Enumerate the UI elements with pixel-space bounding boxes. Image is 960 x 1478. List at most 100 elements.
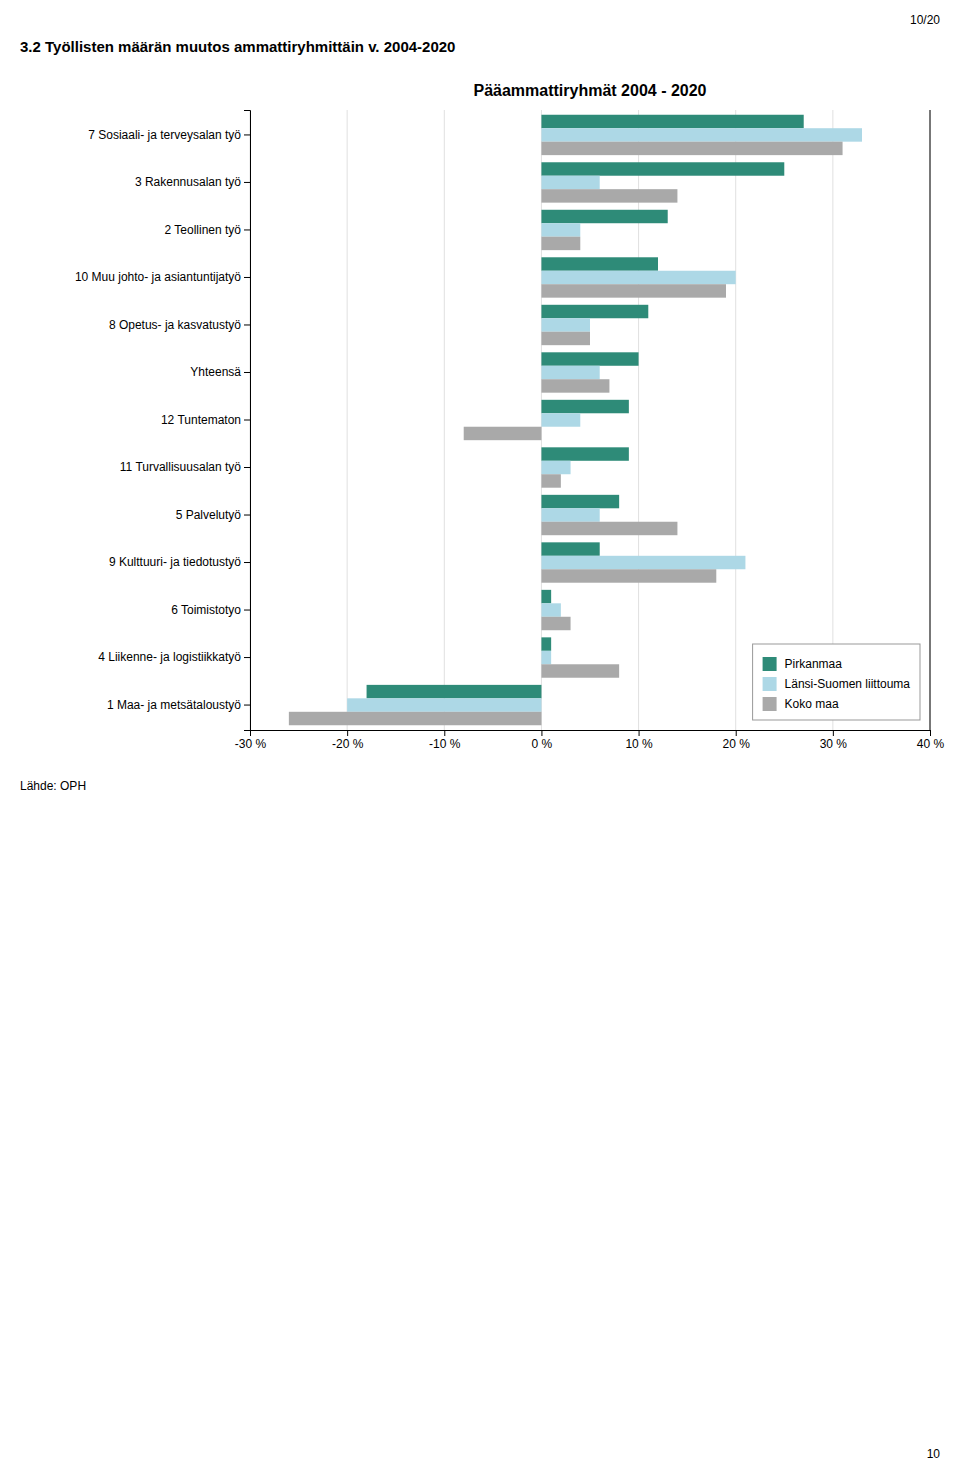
y-tick: 1 Maa- ja metsätaloustyö [107, 698, 250, 712]
x-tick-label: 30 % [820, 737, 848, 751]
x-tick-mark [347, 730, 348, 736]
y-tick-label: 8 Opetus- ja kasvatustyö [109, 318, 241, 332]
x-tick-mark [930, 730, 931, 736]
bar [541, 318, 590, 331]
y-tick-mark [244, 324, 250, 325]
grid-line [444, 110, 445, 730]
x-tick-label: 10 % [625, 737, 653, 751]
bar [541, 352, 638, 365]
bar [541, 495, 619, 508]
bar [541, 223, 580, 236]
bar [541, 556, 745, 569]
grid-line [930, 110, 931, 730]
y-tick: 7 Sosiaali- ja terveysalan työ [88, 128, 250, 142]
bar [541, 413, 580, 426]
legend-swatch [763, 697, 777, 711]
x-tick-mark [541, 730, 542, 736]
bar [541, 590, 551, 603]
bar [541, 189, 677, 202]
bar [541, 651, 551, 664]
chart-title: Pääammattiryhmät 2004 - 2020 [473, 82, 706, 99]
x-tick-mark [736, 730, 737, 736]
x-tick: 40 % [917, 730, 945, 751]
y-tick-mark [244, 420, 250, 421]
bar [541, 569, 716, 582]
bar [541, 284, 726, 297]
y-tick: 5 Palvelutyö [176, 508, 250, 522]
y-tick: Yhteensä [190, 365, 250, 379]
bar [541, 176, 599, 189]
bar [541, 508, 599, 521]
page-footer: 10 [927, 1447, 941, 1461]
y-tick-label: 3 Rakennusalan työ [135, 175, 241, 189]
page: 10/203.2 Työllisten määrän muutos ammatt… [0, 0, 960, 1478]
x-axis: -30 %-20 %-10 %0 %10 %20 %30 %40 % [235, 730, 945, 751]
page-number: 10/20 [910, 13, 940, 27]
y-tick-mark [244, 562, 250, 563]
legend: Pirkanmaa Länsi-Suomen liittouma Koko maa [753, 644, 920, 720]
y-tick-label: 2 Teollinen työ [165, 223, 242, 237]
bar [289, 712, 542, 725]
bar-series [347, 128, 862, 712]
y-tick: 11 Turvallisuusalan työ [120, 460, 250, 474]
y-tick: 9 Kulttuuri- ja tiedotustyö [109, 555, 250, 569]
bars [289, 115, 862, 725]
x-axis-line [251, 731, 931, 737]
y-tick: 12 Tuntematon [161, 413, 250, 427]
bar [541, 142, 842, 155]
bar [541, 474, 560, 487]
bar [541, 461, 570, 474]
bar [541, 305, 648, 318]
bar [541, 115, 803, 128]
bar [347, 698, 541, 711]
bar [541, 400, 628, 413]
x-tick-mark [444, 730, 445, 736]
x-tick: 30 % [820, 730, 848, 751]
y-tick-mark [244, 467, 250, 468]
bar [541, 237, 580, 250]
y-tick-mark [244, 515, 250, 516]
y-tick: 2 Teollinen työ [165, 223, 251, 237]
x-tick-label: 20 % [723, 737, 751, 751]
bar [541, 210, 667, 223]
x-tick: -20 % [332, 730, 364, 751]
y-axis-line [244, 111, 251, 731]
x-tick: 20 % [723, 730, 751, 751]
bar [541, 603, 560, 616]
legend-label: Pirkanmaa [785, 657, 843, 671]
y-tick: 10 Muu johto- ja asiantuntijatyö [75, 270, 250, 284]
bar [541, 617, 570, 630]
grid-line [832, 110, 833, 730]
bar [464, 427, 542, 440]
bar [541, 128, 862, 141]
bar [541, 637, 551, 650]
bar [541, 522, 677, 535]
bar [541, 257, 658, 270]
x-tick: 10 % [625, 730, 653, 751]
bar [541, 332, 590, 345]
y-tick: 4 Liikenne- ja logistiikkatyö [98, 650, 250, 664]
y-tick-mark [244, 277, 250, 278]
y-tick-label: 10 Muu johto- ja asiantuntijatyö [75, 270, 241, 284]
x-tick: -10 % [429, 730, 461, 751]
grid-line [735, 110, 736, 730]
bar [541, 542, 599, 555]
x-tick-label: -30 % [235, 737, 267, 751]
bar [367, 685, 542, 698]
legend-swatch [763, 677, 777, 691]
y-tick-mark [244, 657, 250, 658]
y-tick: 6 Toimistotyo [171, 603, 250, 617]
y-tick-mark [244, 134, 250, 135]
bar-series [367, 115, 804, 699]
source: Lähde: OPH [20, 779, 86, 793]
bar [541, 379, 609, 392]
legend-label: Länsi-Suomen liittouma [785, 677, 911, 691]
chart: Pääammattiryhmät 2004 - 2020 -30 % -20 % -1… [75, 82, 945, 751]
bar-series [289, 142, 843, 726]
bar [541, 162, 784, 175]
bar [541, 271, 735, 284]
bar [541, 447, 628, 460]
y-axis: 7 Sosiaali- ja terveysalan työ 3 Rakennus… [75, 111, 251, 731]
legend-label: Koko maa [785, 697, 839, 711]
y-tick-mark [244, 610, 250, 611]
